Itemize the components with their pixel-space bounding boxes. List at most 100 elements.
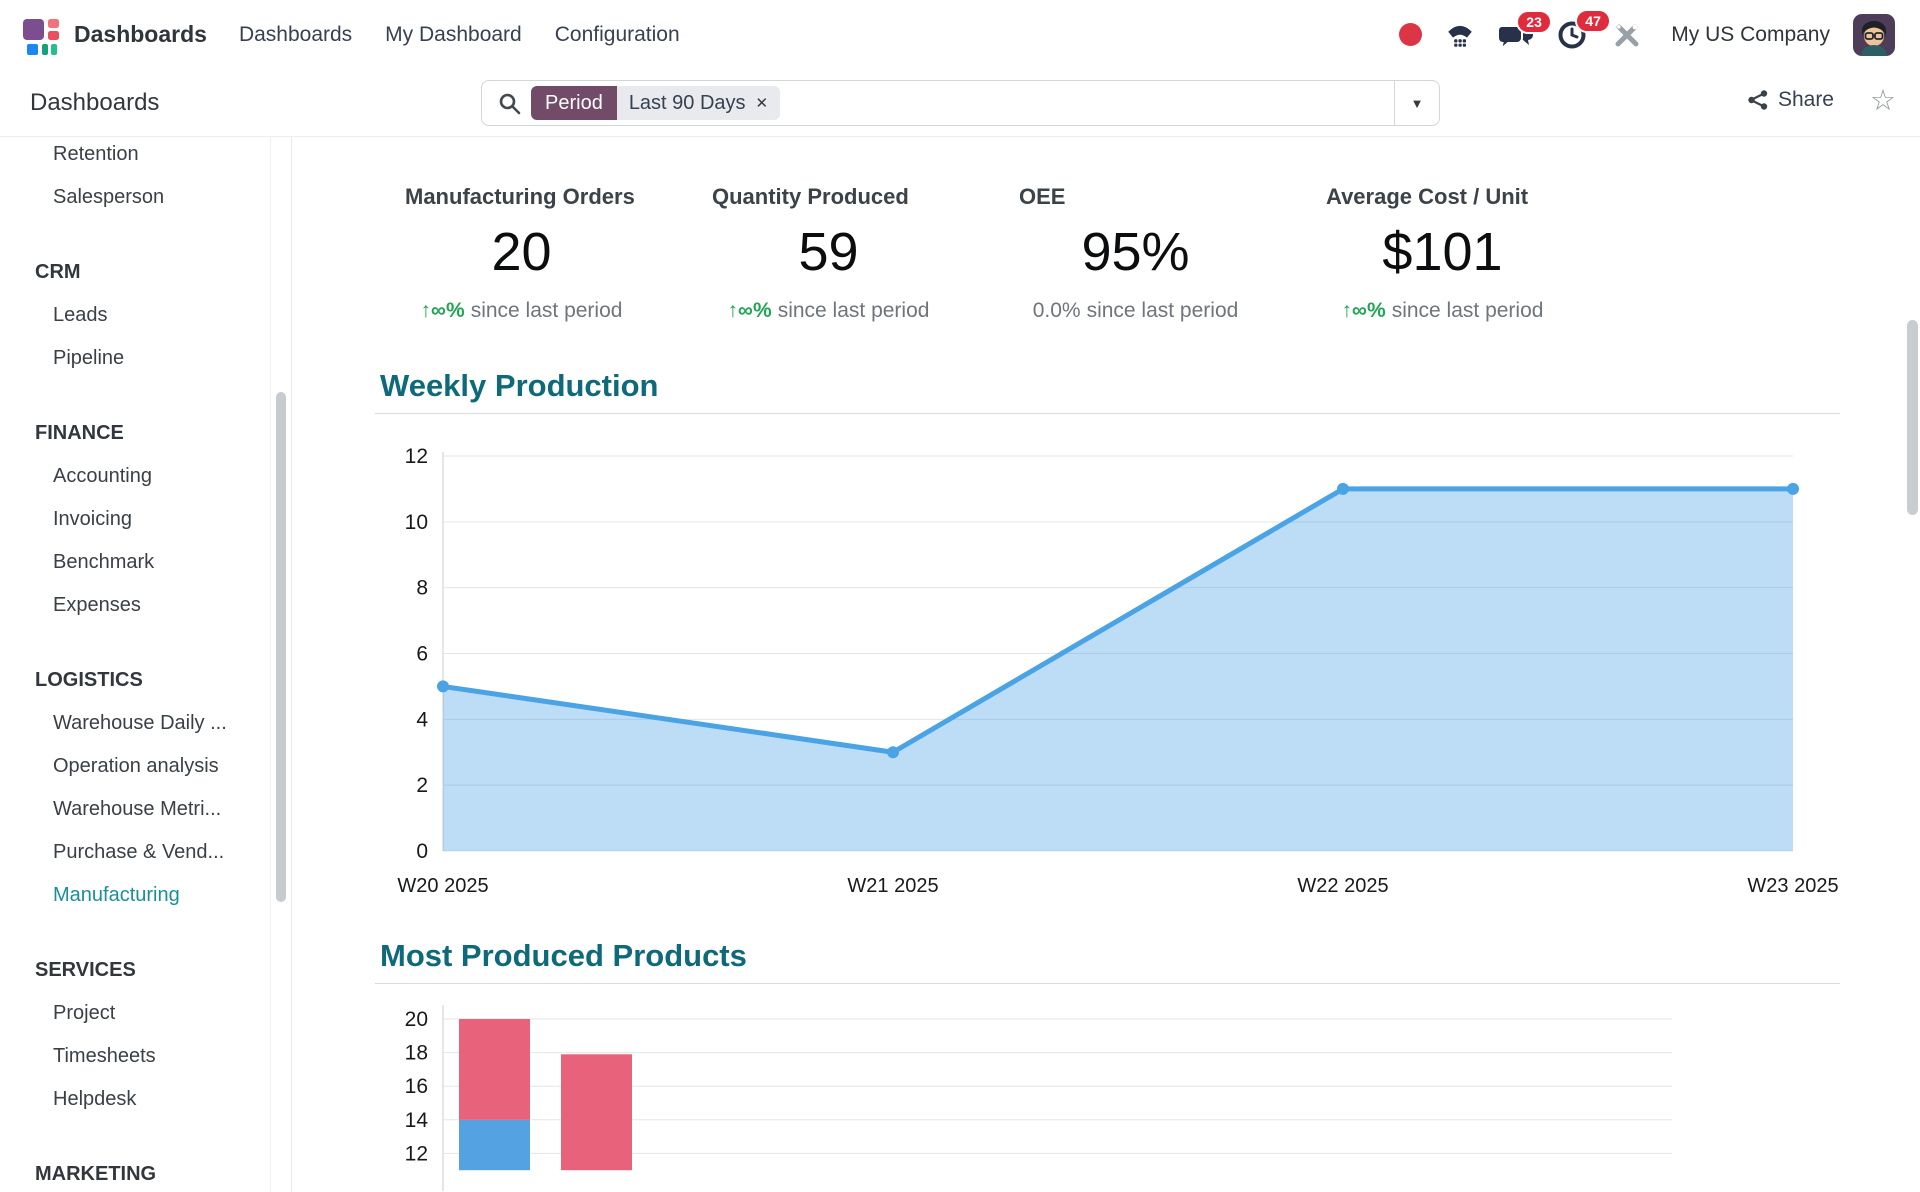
kpi-value: 95% [1081,222,1190,282]
svg-text:W23 2025: W23 2025 [1747,875,1838,897]
kpi-delta-caption: since last period [1086,299,1239,322]
svg-text:12: 12 [405,445,428,468]
sidebar-section-crm: CRM [35,261,81,283]
sidebar-scrollbar-track [270,137,271,1192]
phone-icon[interactable] [1445,20,1475,50]
activities-clock-icon[interactable]: 47 [1557,8,1611,51]
svg-text:6: 6 [416,643,428,666]
sidebar-item-project[interactable]: Project [53,1002,116,1024]
sidebar-item-manufacturing[interactable]: Manufacturing [53,884,180,906]
page-scrollbar-thumb[interactable] [1907,320,1918,515]
kpi-title: Quantity Produced [712,184,909,209]
menu-my-dashboard[interactable]: My Dashboard [385,22,522,46]
sidebar-section-marketing: MARKETING [35,1163,157,1185]
sidebar-item-timesheets[interactable]: Timesheets [53,1045,156,1067]
sidebar-item-warehouse-metrics[interactable]: Warehouse Metri... [53,798,222,820]
search-dropdown-toggle[interactable]: ▼ [1394,81,1439,125]
chevron-down-icon: ▼ [1410,95,1424,111]
kpi-title: OEE [1019,184,1066,209]
kpi-delta-value: ↑∞% [420,299,465,322]
svg-text:10: 10 [405,511,428,534]
breadcrumb[interactable]: Dashboards [30,89,160,116]
sidebar-item-benchmark[interactable]: Benchmark [53,551,155,573]
activities-badge: 47 [1575,8,1611,33]
sidebar-item-helpdesk[interactable]: Helpdesk [53,1088,137,1110]
company-switcher[interactable]: My US Company [1671,22,1830,46]
sidebar-item-operation-analysis[interactable]: Operation analysis [53,755,219,777]
kpi-average-cost-unit: Average Cost / Unit $101 ↑∞% since last p… [1289,184,1596,323]
control-panel: Dashboards Period Last 90 Days ✕ ▼ Share… [0,69,1920,137]
sidebar-item-leads[interactable]: Leads [53,304,108,326]
sidebar-scrollbar-thumb[interactable] [276,392,286,902]
sidebar-item-retention[interactable]: Retention [53,143,139,165]
sidebar-item-purchase-vendors[interactable]: Purchase & Vend... [53,841,225,863]
facet-value: Last 90 Days ✕ [616,86,781,120]
most-produced-products-chart[interactable]: 20 18 16 14 12 [390,999,1860,1191]
svg-text:W21 2025: W21 2025 [847,875,938,897]
sidebar-item-expenses[interactable]: Expenses [53,594,141,616]
svg-text:12: 12 [405,1142,428,1165]
search-input[interactable] [788,81,1394,125]
kpi-oee: OEE 95% 0.0% since last period [982,184,1289,323]
menu-configuration[interactable]: Configuration [554,22,680,46]
svg-text:2: 2 [416,774,428,797]
section-most-produced-products: Most Produced Products [375,938,1840,984]
kpi-delta-caption: since last period [777,299,930,322]
section-title: Weekly Production [380,368,659,403]
sidebar-item-salesperson[interactable]: Salesperson [53,186,165,208]
svg-text:4: 4 [416,708,428,731]
sidebar-item-pipeline[interactable]: Pipeline [53,347,125,369]
share-label: Share [1777,88,1834,111]
kpi-delta: ↑∞% since last period [1289,299,1596,323]
svg-text:W20 2025: W20 2025 [397,875,488,897]
weekly-production-chart[interactable]: 0 2 4 6 8 10 12 W20 2025 W21 2025 W22 2025 W23 202… [390,439,1860,899]
tools-icon[interactable] [1612,20,1642,50]
messages-icon[interactable]: 23 [1498,9,1552,50]
kpi-delta-value: 0.0% [1032,299,1081,322]
sidebar-section-finance: FINANCE [35,422,124,444]
svg-text:18: 18 [405,1042,428,1065]
kpi-quantity-produced: Quantity Produced 59 ↑∞% since last perio… [675,184,982,323]
kpi-row: Manufacturing Orders 20 ↑∞% since last pe… [368,184,1596,323]
nav-menu: Dashboards My Dashboard Configuration [239,23,680,47]
section-weekly-production: Weekly Production [375,368,1840,414]
search-icon [499,93,521,114]
status-dot-icon[interactable] [1399,23,1423,46]
sidebar-item-warehouse-daily[interactable]: Warehouse Daily ... [53,712,227,734]
facet-label: Period [531,86,617,120]
dashboard-sidebar: Retention Salesperson CRM Leads Pipeline… [0,137,292,1192]
sidebar-section-services: SERVICES [35,959,136,981]
svg-text:W22 2025: W22 2025 [1297,875,1388,897]
app-logo-icon[interactable] [22,15,60,55]
svg-text:16: 16 [405,1075,428,1098]
search-facet-period: Period Last 90 Days ✕ [531,86,781,120]
sidebar-section-logistics: LOGISTICS [35,669,143,691]
kpi-delta: ↑∞% since last period [368,299,675,323]
kpi-delta: 0.0% since last period [982,299,1289,323]
facet-remove-icon[interactable]: ✕ [755,95,769,112]
kpi-value: $101 [1382,222,1503,282]
kpi-value: 59 [798,222,859,282]
menu-dashboards[interactable]: Dashboards [238,22,353,46]
kpi-value: 20 [491,222,552,282]
kpi-title: Manufacturing Orders [405,184,635,209]
favorite-star-icon[interactable]: ☆ [1870,85,1896,117]
share-button[interactable]: Share [1747,88,1834,112]
svg-text:8: 8 [416,577,428,600]
kpi-delta-caption: since last period [1391,299,1544,322]
kpi-manufacturing-orders: Manufacturing Orders 20 ↑∞% since last pe… [368,184,675,323]
search-bar[interactable]: Period Last 90 Days ✕ ▼ [481,80,1440,126]
dashboard-content: Manufacturing Orders 20 ↑∞% since last pe… [292,137,1920,1192]
svg-text:0: 0 [416,840,428,863]
svg-text:14: 14 [405,1109,429,1132]
user-avatar[interactable] [1853,13,1895,56]
kpi-delta-value: ↑∞% [727,299,772,322]
kpi-delta-value: ↑∞% [1341,299,1386,322]
share-icon [1748,90,1768,110]
kpi-delta-caption: since last period [470,299,623,322]
kpi-delta: ↑∞% since last period [675,299,982,323]
sidebar-item-invoicing[interactable]: Invoicing [53,508,132,530]
sidebar-item-accounting[interactable]: Accounting [53,465,152,487]
messages-badge: 23 [1516,9,1552,34]
app-name[interactable]: Dashboards [74,21,207,47]
